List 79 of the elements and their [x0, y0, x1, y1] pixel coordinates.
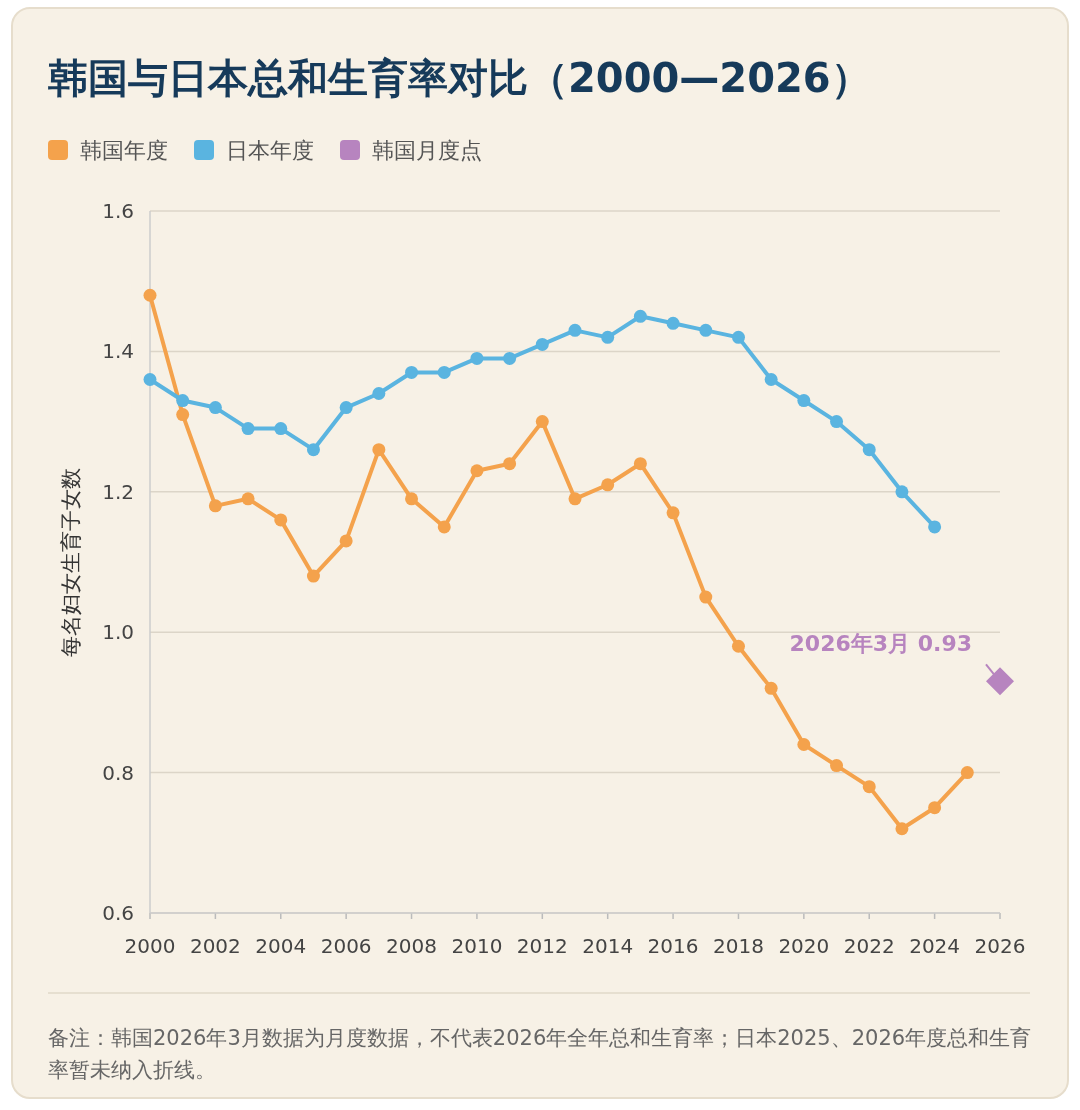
- x-tick-label: 2000: [124, 934, 176, 958]
- point: [928, 801, 942, 815]
- legend-label: 日本年度: [226, 138, 314, 163]
- point: [339, 534, 353, 548]
- point: [764, 681, 778, 695]
- point: [731, 639, 745, 653]
- x-tick-label: 2020: [778, 934, 830, 958]
- point: [470, 351, 484, 365]
- x-tick-label: 2002: [189, 934, 241, 958]
- point: [208, 401, 222, 415]
- point: [666, 506, 680, 520]
- point: [437, 365, 451, 379]
- point: [633, 309, 647, 323]
- point: [535, 415, 549, 429]
- x-tick-label: 2010: [451, 934, 503, 958]
- point: [830, 415, 844, 429]
- legend-label: 韩国月度点: [372, 138, 482, 163]
- point: [143, 372, 157, 386]
- point: [208, 499, 222, 513]
- y-tick-label: 1.6: [102, 199, 134, 223]
- x-tick-label: 2022: [843, 934, 895, 958]
- point: [372, 387, 386, 401]
- point: [699, 590, 713, 604]
- x-tick-label: 2024: [909, 934, 961, 958]
- point: [437, 520, 451, 534]
- point: [372, 443, 386, 457]
- point: [601, 330, 615, 344]
- chart-title: 韩国与日本总和生育率对比（2000—2026）: [47, 55, 871, 101]
- point: [405, 492, 419, 506]
- x-tick-label: 2004: [255, 934, 307, 958]
- point: [731, 330, 745, 344]
- point: [986, 667, 1014, 696]
- point: [666, 316, 680, 330]
- y-axis-title: 每名妇女生育子女数: [59, 467, 83, 657]
- text: 备注：韩国2026年3月数据为月度数据，不代表2026年全年总和生育率；日本2025、2026年度总和生育率暂未纳入折线。: [48, 1026, 1032, 1082]
- legend-label: 韩国年度: [80, 138, 168, 163]
- point: [960, 766, 974, 780]
- point: [143, 288, 157, 302]
- y-tick-label: 0.8: [102, 760, 134, 785]
- y-tick-label: 0.6: [102, 901, 134, 925]
- x-tick-label: 2018: [713, 934, 764, 958]
- point: [601, 478, 615, 492]
- point: [764, 372, 778, 386]
- point: [176, 408, 190, 422]
- x-tick-label: 2014: [582, 934, 634, 958]
- y-tick-label: 1.4: [102, 339, 134, 364]
- point: [274, 513, 288, 527]
- x-tick-label: 2016: [647, 934, 699, 958]
- point: [568, 492, 582, 506]
- point: [797, 394, 811, 408]
- point: [797, 738, 811, 752]
- point: [306, 443, 320, 457]
- point: [895, 822, 909, 836]
- point: [241, 422, 255, 436]
- x-tick-label: 2012: [516, 934, 568, 958]
- point: [862, 780, 876, 794]
- point: [535, 337, 549, 351]
- point: [241, 492, 255, 506]
- point: [633, 457, 647, 471]
- x-tick-label: 2026: [974, 934, 1026, 958]
- point: [339, 401, 353, 415]
- point: [503, 457, 517, 471]
- point: [503, 351, 517, 365]
- point: [470, 464, 484, 478]
- y-tick-label: 1.2: [102, 479, 134, 504]
- point: [830, 759, 844, 773]
- x-tick-label: 2008: [386, 934, 437, 958]
- point: [274, 422, 288, 436]
- point: [405, 365, 419, 379]
- point: [862, 443, 876, 457]
- point: [306, 569, 320, 583]
- x-tick-label: 2006: [320, 934, 372, 958]
- annotation: 2026年3月 0.93: [789, 631, 972, 657]
- point: [699, 323, 713, 337]
- y-tick-label: 1.0: [102, 620, 134, 645]
- point: [895, 485, 909, 499]
- point: [176, 394, 190, 408]
- point: [928, 520, 942, 534]
- point: [568, 323, 582, 337]
